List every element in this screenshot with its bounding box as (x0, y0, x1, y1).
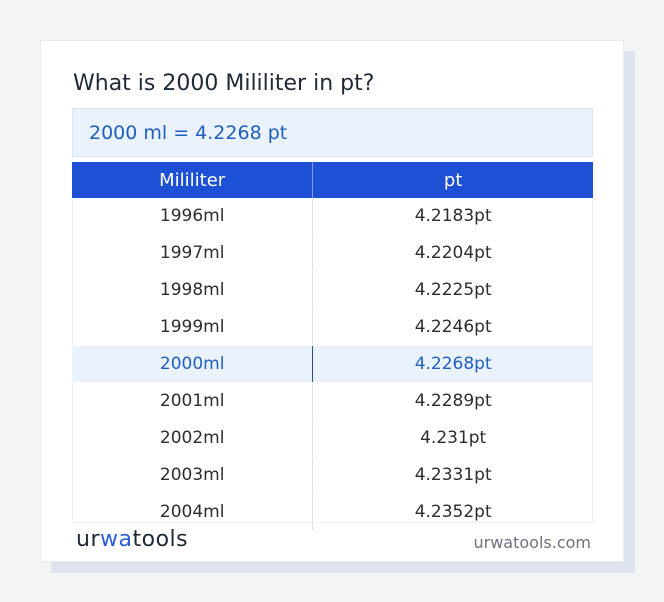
table-row: 2002ml 4.231pt (72, 419, 593, 457)
cell-pt: 4.2289pt (312, 382, 593, 420)
cell-ml: 1996ml (72, 198, 314, 235)
urwatools-logo[interactable]: urwatools (76, 527, 188, 552)
cell-ml: 2000ml (72, 345, 314, 383)
table-row: 2004ml 4.2352pt (72, 493, 593, 531)
cell-pt: 4.231pt (312, 419, 593, 457)
table-header-row: Mililiter pt (72, 162, 593, 198)
column-header-mililiter: Mililiter (72, 162, 314, 198)
cell-ml: 1998ml (72, 271, 314, 309)
cell-pt: 4.2183pt (312, 198, 593, 235)
table-row-highlighted: 2000ml 4.2268pt (72, 345, 593, 383)
table-row: 2003ml 4.2331pt (72, 456, 593, 494)
cell-ml: 2002ml (72, 419, 314, 457)
conversion-result: 2000 ml = 4.2268 pt (72, 108, 593, 157)
logo-text-wa: wa (100, 527, 133, 552)
column-header-pt: pt (312, 162, 593, 198)
conversion-card: What is 2000 Mililiter in pt? 2000 ml = … (40, 40, 624, 562)
cell-pt: 4.2225pt (312, 271, 593, 309)
table-row: 2001ml 4.2289pt (72, 382, 593, 420)
logo-text-ur: ur (76, 527, 100, 552)
conversion-table: Mililiter pt 1996ml 4.2183pt 1997ml 4.22… (72, 162, 593, 531)
cell-ml: 2003ml (72, 456, 314, 494)
cell-pt: 4.2204pt (312, 234, 593, 272)
page-title: What is 2000 Mililiter in pt? (73, 71, 375, 96)
cell-ml: 2001ml (72, 382, 314, 420)
cell-ml: 1999ml (72, 308, 314, 346)
table-row: 1999ml 4.2246pt (72, 308, 593, 346)
cell-pt: 4.2331pt (312, 456, 593, 494)
logo-text-tools: tools (132, 527, 189, 552)
table-row: 1998ml 4.2225pt (72, 271, 593, 309)
cell-ml: 1997ml (72, 234, 314, 272)
table-row: 1997ml 4.2204pt (72, 234, 593, 272)
table-row: 1996ml 4.2183pt (72, 198, 593, 235)
site-link[interactable]: urwatools.com (473, 533, 592, 552)
cell-pt: 4.2246pt (312, 308, 593, 346)
cell-pt: 4.2352pt (312, 493, 593, 531)
cell-pt: 4.2268pt (312, 345, 593, 383)
cell-ml: 2004ml (72, 493, 314, 531)
